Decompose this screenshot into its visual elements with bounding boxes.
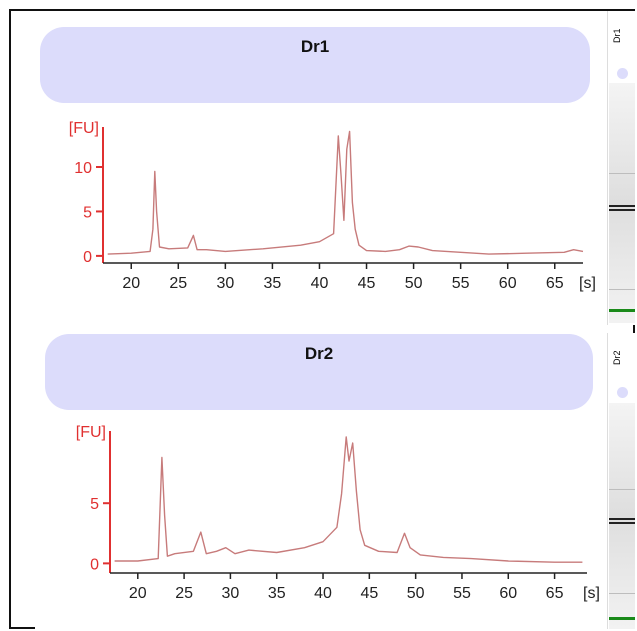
electropherogram-chart-2: 0 5 [FU] 20 25 30 35 40 45 50 55 60 65 [s]: [76, 424, 600, 602]
x-tick-label: 35: [268, 585, 286, 602]
y-tick-label: 0: [83, 249, 92, 266]
x-tick-label: 35: [264, 275, 282, 292]
x-tick-label: 40: [314, 585, 332, 602]
panel-dr2: Dr2 0 5 [FU] 20 25 30 35 40 45 50 55 60 65 [s]: [35, 327, 607, 629]
panel-title-pill: Dr2: [45, 334, 593, 410]
x-tick-label: 50: [405, 275, 423, 292]
y-axis-label: [FU]: [76, 424, 106, 441]
lane-marker-dot: [617, 387, 628, 398]
x-tick-label: 45: [358, 275, 376, 292]
y-tick-label: 5: [90, 496, 99, 513]
x-tick-label: 20: [129, 585, 147, 602]
x-axis-label: [s]: [583, 585, 600, 602]
x-tick-label: 25: [169, 275, 187, 292]
gel-band: [609, 522, 635, 524]
x-tick-label: 55: [453, 585, 471, 602]
x-tick-label: 50: [407, 585, 425, 602]
gel-band: [609, 593, 635, 594]
gel-lane-dr1: Dr1: [607, 11, 636, 325]
x-tick-label: 65: [546, 275, 564, 292]
lane-label: Dr2: [612, 350, 622, 365]
gel-marker-band: [609, 617, 635, 620]
x-tick-label: 65: [546, 585, 564, 602]
panel-title: Dr1: [300, 37, 330, 56]
panel-title: Dr2: [304, 344, 334, 363]
x-tick-label: 45: [360, 585, 378, 602]
panel-dr1: Dr1 0 5 10 [FU] 20 25 30 35 40 45 50 55 60 65 [s]: [11, 11, 607, 325]
gel-lane-image: [609, 403, 635, 629]
x-tick-label: 30: [222, 585, 240, 602]
x-tick-label: 60: [499, 585, 517, 602]
x-tick-label: 40: [311, 275, 329, 292]
data-trace: [114, 436, 583, 563]
y-axis-label: [FU]: [69, 120, 99, 137]
gel-band: [609, 289, 635, 290]
lane-label: Dr1: [612, 28, 622, 43]
x-axis-label: [s]: [579, 275, 596, 292]
panel-title-pill: Dr1: [40, 27, 590, 103]
gel-band: [609, 489, 635, 490]
x-tick-label: 25: [175, 585, 193, 602]
gel-band: [609, 173, 635, 174]
gel-lane-image: [609, 83, 635, 323]
data-trace: [107, 130, 584, 255]
y-tick-label: 0: [90, 556, 99, 573]
y-tick-label: 10: [74, 160, 92, 177]
y-tick-label: 5: [83, 204, 92, 221]
gel-lane-dr2: Dr2: [607, 333, 636, 629]
gel-band: [609, 518, 635, 520]
gel-band: [609, 205, 635, 207]
electropherogram-chart-1: 0 5 10 [FU] 20 25 30 35 40 45 50 55 60 65 [s]: [69, 120, 596, 292]
x-tick-label: 55: [452, 275, 470, 292]
x-tick-label: 60: [499, 275, 517, 292]
lane-marker-dot: [617, 68, 628, 79]
x-tick-label: 30: [216, 275, 234, 292]
gel-band: [609, 209, 635, 211]
gel-marker-band: [609, 309, 635, 312]
x-tick-label: 20: [122, 275, 140, 292]
